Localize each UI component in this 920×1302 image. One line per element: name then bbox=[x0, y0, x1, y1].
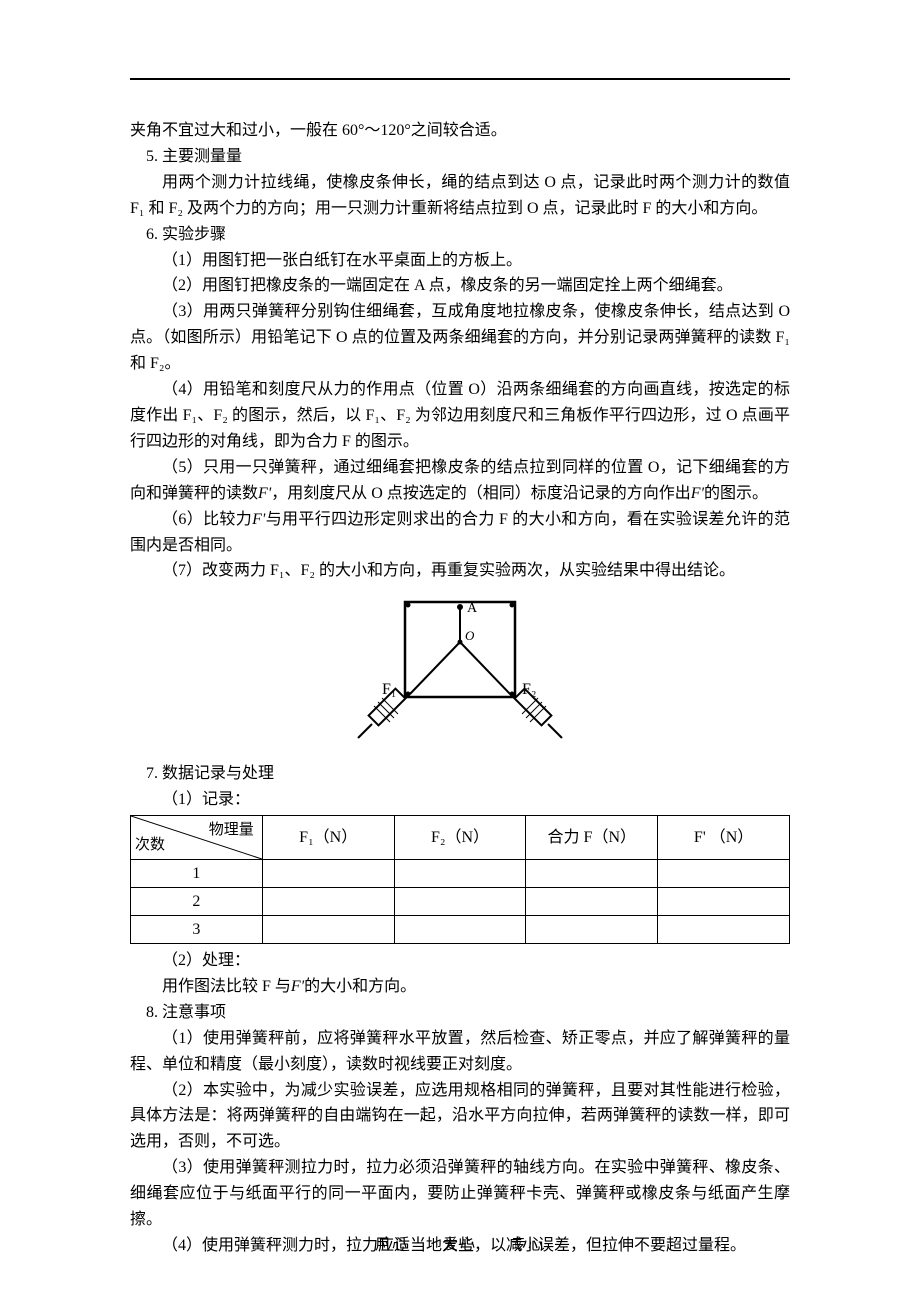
section-8-title: 8. 注意事项 bbox=[130, 1000, 790, 1026]
step-7: （7）改变两力 F₁、F₂ 的大小和方向，再重复实验两次，从实验结果中得出结论。 bbox=[130, 558, 790, 584]
data-table: 物理量 次数 F₁（N） F₂（N） 合力 F（N） F' （N） 1 2 3 bbox=[130, 815, 790, 944]
table-header-row: 物理量 次数 F₁（N） F₂（N） 合力 F（N） F' （N） bbox=[131, 816, 790, 860]
record-label: （1）记录： bbox=[130, 787, 790, 813]
cell bbox=[394, 916, 526, 944]
row-num: 2 bbox=[131, 888, 263, 916]
step-6-a: （6）比较力 bbox=[162, 511, 252, 528]
step-4: （4）用铅笔和刻度尺从力的作用点（位置 O）沿两条细绳套的方向画直线，按选定的标… bbox=[130, 377, 790, 455]
page-footer: 用心 爱心 专心 bbox=[0, 1233, 920, 1254]
step-5-c: 的图示。 bbox=[704, 485, 768, 502]
table-row: 1 bbox=[131, 860, 790, 888]
step-5: （5）只用一只弹簧秤，通过细绳套把橡皮条的结点拉到同样的位置 O，记下细绳套的方… bbox=[130, 455, 790, 507]
step-2: （2）用图钉把橡皮条的一端固定在 A 点，橡皮条的另一端固定拴上两个细绳套。 bbox=[130, 273, 790, 299]
step-5-b: ，用刻度尺从 O 点按选定的（相同）标度沿记录的方向作出 bbox=[271, 485, 691, 502]
col-f: 合力 F（N） bbox=[526, 816, 658, 860]
page-content: 夹角不宜过大和过小，一般在 60°～120°之间较合适。 5. 主要测量量 用两… bbox=[130, 118, 790, 1259]
fprime-4: F' bbox=[291, 978, 304, 995]
fprime-3: F' bbox=[252, 511, 265, 528]
section-5-body: 用两个测力计拉线绳，使橡皮条伸长，绳的结点到达 O 点，记录此时两个测力计的数值… bbox=[130, 170, 790, 222]
process-text: 用作图法比较 F 与F'的大小和方向。 bbox=[130, 974, 790, 1000]
cell bbox=[658, 888, 790, 916]
figure-label-a: A bbox=[467, 601, 478, 616]
section-6-title: 6. 实验步骤 bbox=[130, 222, 790, 248]
fprime-1: F' bbox=[258, 485, 271, 502]
step-6: （6）比较力F'与用平行四边形定则求出的合力 F 的大小和方向，看在实验误差允许… bbox=[130, 507, 790, 559]
proc-b: 的大小和方向。 bbox=[304, 978, 416, 995]
cell bbox=[526, 888, 658, 916]
proc-a: 用作图法比较 F 与 bbox=[162, 978, 291, 995]
step-3: （3）用两只弹簧秤分别钩住细绳套，互成角度地拉橡皮条，使橡皮条伸长，结点达到 O… bbox=[130, 299, 790, 377]
step-1: （1）用图钉把一张白纸钉在水平桌面上的方板上。 bbox=[130, 248, 790, 274]
figure-label-f2: F₂ bbox=[522, 681, 536, 698]
cell bbox=[526, 860, 658, 888]
header-rule bbox=[130, 78, 790, 80]
diag-top-label: 物理量 bbox=[209, 818, 254, 842]
cell bbox=[526, 916, 658, 944]
figure-label-f1: F₁ bbox=[382, 681, 396, 698]
section-7-title: 7. 数据记录与处理 bbox=[130, 761, 790, 787]
note-1: （1）使用弹簧秤前，应将弹簧秤水平放置，然后检查、矫正零点，并应了解弹簧秤的量程… bbox=[130, 1026, 790, 1078]
col-f1: F₁（N） bbox=[262, 816, 394, 860]
cell bbox=[262, 916, 394, 944]
cell bbox=[658, 916, 790, 944]
col-f2: F₂（N） bbox=[394, 816, 526, 860]
table-row: 2 bbox=[131, 888, 790, 916]
cell bbox=[262, 860, 394, 888]
col-fprime: F' （N） bbox=[658, 816, 790, 860]
note-3: （3）使用弹簧秤测拉力时，拉力必须沿弹簧秤的轴线方向。在实验中弹簧秤、橡皮条、细… bbox=[130, 1155, 790, 1233]
cell bbox=[262, 888, 394, 916]
fprime-2: F' bbox=[691, 485, 704, 502]
force-diagram-svg: A O F₁ F₂ bbox=[350, 594, 570, 744]
intro-text: 夹角不宜过大和过小，一般在 60°～120°之间较合适。 bbox=[130, 118, 790, 144]
note-2: （2）本实验中，为减少实验误差，应选用规格相同的弹簧秤，且要对其性能进行检验，具… bbox=[130, 1078, 790, 1156]
section-5-title: 5. 主要测量量 bbox=[130, 144, 790, 170]
row-num: 3 bbox=[131, 916, 263, 944]
cell bbox=[394, 860, 526, 888]
cell bbox=[394, 888, 526, 916]
diagonal-header: 物理量 次数 bbox=[131, 816, 263, 860]
diag-bot-label: 次数 bbox=[135, 833, 165, 857]
cell bbox=[658, 860, 790, 888]
table-row: 3 bbox=[131, 916, 790, 944]
row-num: 1 bbox=[131, 860, 263, 888]
figure-label-o: O bbox=[465, 628, 475, 643]
experiment-figure: A O F₁ F₂ bbox=[130, 594, 790, 753]
process-label: （2）处理： bbox=[130, 948, 790, 974]
